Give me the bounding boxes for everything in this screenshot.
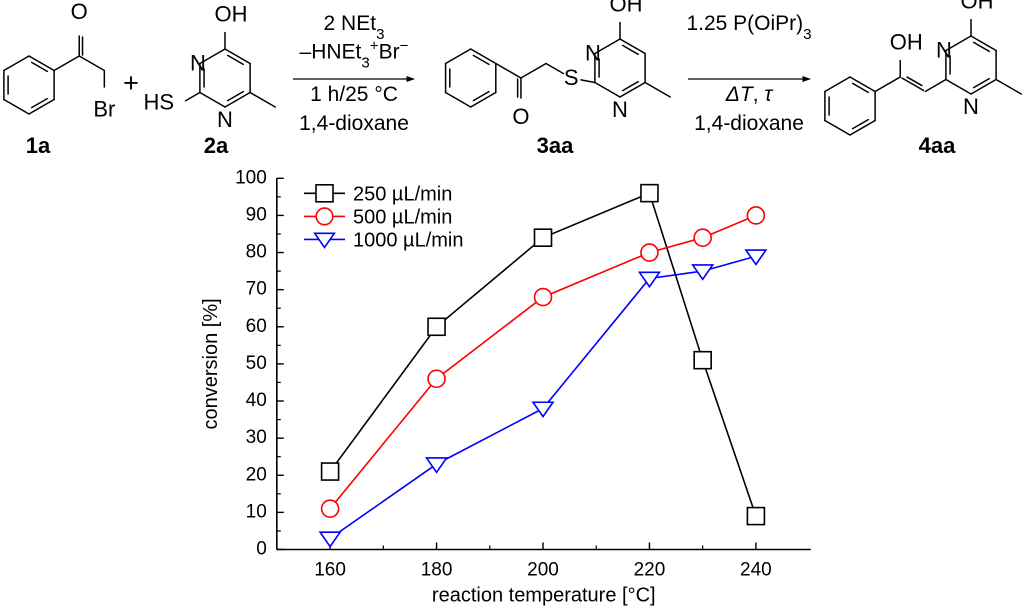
- svg-text:160: 160: [314, 560, 346, 581]
- svg-text:100: 100: [235, 167, 267, 188]
- svg-text:60: 60: [246, 316, 267, 337]
- svg-text:20: 20: [246, 464, 267, 485]
- svg-text:240: 240: [740, 560, 772, 581]
- svg-text:80: 80: [246, 242, 267, 263]
- svg-text:10: 10: [246, 501, 267, 522]
- svg-text:30: 30: [246, 427, 267, 448]
- svg-text:1000 µL/min: 1000 µL/min: [353, 229, 463, 251]
- svg-text:reaction temperature [°C]: reaction temperature [°C]: [432, 585, 656, 607]
- svg-text:200: 200: [527, 560, 559, 581]
- svg-text:250 µL/min: 250 µL/min: [353, 183, 452, 205]
- svg-text:50: 50: [246, 353, 267, 374]
- svg-text:180: 180: [421, 560, 453, 581]
- svg-text:70: 70: [246, 279, 267, 300]
- svg-text:220: 220: [634, 560, 666, 581]
- svg-text:90: 90: [246, 204, 267, 225]
- svg-text:500 µL/min: 500 µL/min: [353, 206, 452, 228]
- svg-text:conversion [%]: conversion [%]: [200, 298, 222, 429]
- svg-text:0: 0: [256, 539, 267, 560]
- svg-text:40: 40: [246, 390, 267, 411]
